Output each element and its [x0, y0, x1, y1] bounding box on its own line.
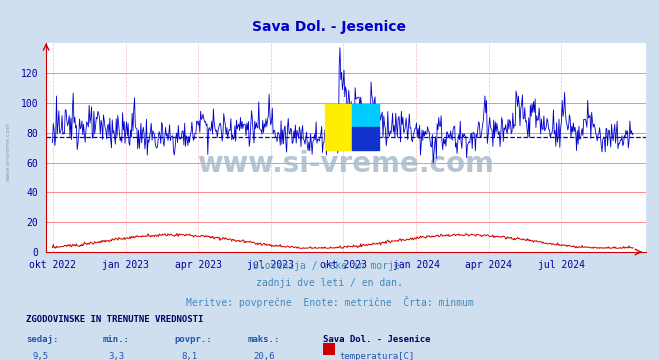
Text: povpr.:: povpr.:: [175, 335, 212, 344]
Text: maks.:: maks.:: [247, 335, 279, 344]
Polygon shape: [325, 104, 352, 150]
Text: Sava Dol. - Jesenice: Sava Dol. - Jesenice: [323, 335, 430, 344]
Text: Slovenija / reke in morje.: Slovenija / reke in morje.: [253, 261, 406, 271]
Polygon shape: [352, 127, 379, 150]
Text: 3,3: 3,3: [109, 352, 125, 360]
Text: www.si-vreme.com: www.si-vreme.com: [198, 150, 494, 178]
Text: www.si-vreme.com: www.si-vreme.com: [5, 121, 11, 181]
Text: 8,1: 8,1: [181, 352, 197, 360]
Text: sedaj:: sedaj:: [26, 335, 59, 344]
Text: ZGODOVINSKE IN TRENUTNE VREDNOSTI: ZGODOVINSKE IN TRENUTNE VREDNOSTI: [26, 315, 204, 324]
Text: temperatura[C]: temperatura[C]: [339, 352, 415, 360]
Text: 20,6: 20,6: [254, 352, 275, 360]
Text: Meritve: povprečne  Enote: metrične  Črta: minmum: Meritve: povprečne Enote: metrične Črta:…: [186, 296, 473, 307]
Text: Sava Dol. - Jesenice: Sava Dol. - Jesenice: [252, 20, 407, 34]
Text: zadnji dve leti / en dan.: zadnji dve leti / en dan.: [256, 278, 403, 288]
Polygon shape: [352, 104, 379, 127]
Text: 9,5: 9,5: [33, 352, 49, 360]
Text: min.:: min.:: [102, 335, 129, 344]
